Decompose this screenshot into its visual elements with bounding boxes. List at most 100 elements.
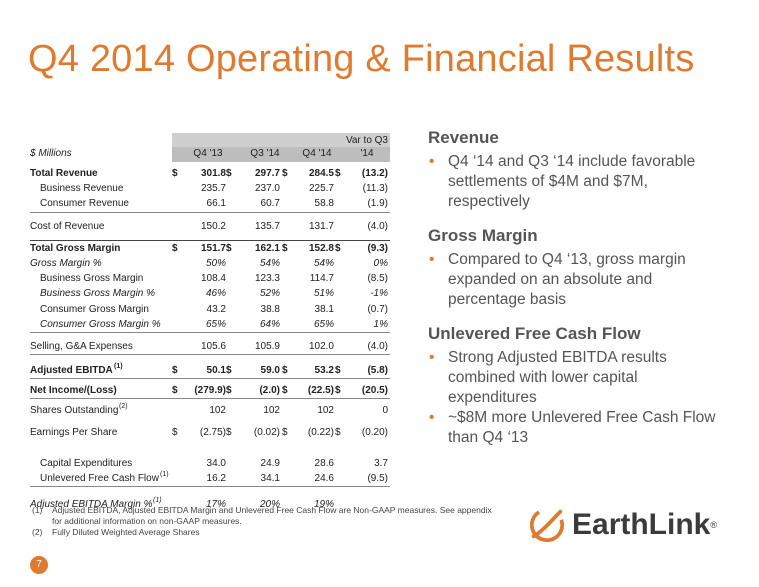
- row-value: 114.7: [309, 273, 334, 285]
- row-label: Capital Expenditures: [40, 457, 133, 469]
- bullet-item: • Q4 ‘14 and Q3 ‘14 include favorable set…: [429, 153, 696, 210]
- table-row: Adjusted EBITDA (1) 50.1 $59.0 $53.2 $ (5.8) $: [30, 363, 390, 380]
- row-label: Business Gross Margin %: [40, 288, 156, 300]
- page-number: 7: [30, 556, 48, 574]
- row-value: (13.2): [361, 168, 388, 179]
- table-row: Adjusted EBITDA Margin % (1) 17% 20% 19%: [30, 497, 390, 512]
- slide-title: Q4 2014 Operating & Financial Results: [28, 38, 695, 80]
- row-label: Consumer Revenue: [40, 198, 129, 210]
- row-value: 58.8: [314, 198, 334, 210]
- dollar-sign: $: [172, 365, 178, 377]
- dollar-sign: $: [226, 168, 232, 179]
- row-value: 50.1: [206, 365, 226, 377]
- row-value: (9.3): [367, 242, 388, 254]
- row-value: 34.1: [260, 473, 280, 484]
- footnote-2: (2) Fully Diluted Weighted Average Shares: [32, 527, 200, 537]
- dollar-sign: $: [172, 168, 178, 179]
- row-label: Total Gross Margin: [30, 242, 121, 254]
- dollar-sign: $: [335, 242, 341, 254]
- row-value: (0.22): [307, 426, 334, 438]
- dollar-sign: $: [335, 385, 341, 397]
- table-row: Consumer Revenue 66.1 60.7 58.8 (1.9): [30, 196, 390, 213]
- row-label: Consumer Gross Margin: [40, 303, 149, 315]
- table-row: Gross Margin % 50% 54% 54% 0%: [30, 256, 390, 271]
- row-value: (0.7): [367, 303, 388, 315]
- unit-label: $ Millions: [30, 148, 72, 159]
- row-value: (279.9): [194, 385, 226, 397]
- row-value: 28.6: [314, 457, 334, 469]
- row-value: (0.20): [361, 426, 388, 438]
- col-q4-14: Q4 '14: [302, 148, 332, 159]
- row-value: 65%: [205, 318, 226, 330]
- dollar-sign: $: [335, 365, 341, 377]
- row-label: Business Revenue: [40, 183, 124, 195]
- row-value: 17%: [205, 499, 226, 511]
- row-value: 46%: [205, 288, 226, 300]
- row-value: 135.7: [254, 220, 280, 232]
- bullet-icon: •: [429, 251, 435, 268]
- row-value: 3.7: [374, 457, 388, 469]
- footnotes: (1) Adjusted EBITDA, Adjusted EBITDA Marg…: [32, 505, 492, 538]
- section-heading-revenue: Revenue: [428, 128, 499, 147]
- row-label: Consumer Gross Margin %: [40, 318, 161, 330]
- col-var-line1: Var to Q3: [345, 135, 388, 146]
- dollar-sign: $: [282, 426, 288, 438]
- financial-table: $ Millions Q4 '13 Q3 '14 Q4 '14 Var to Q…: [30, 133, 390, 512]
- ufcf-bullets: • Strong Adjusted EBITDA results combined…: [428, 348, 728, 448]
- row-value: 108.4: [200, 273, 226, 285]
- table-row: Business Revenue 235.7 237.0 225.7 (11.3): [30, 181, 390, 196]
- row-value: (4.0): [367, 220, 388, 232]
- row-value: (5.8): [367, 365, 388, 377]
- row-value: 105.6: [200, 340, 226, 352]
- dollar-sign: $: [335, 426, 341, 438]
- row-value: (9.5): [367, 473, 388, 484]
- row-value: 297.7: [254, 168, 280, 179]
- dollar-sign: $: [282, 385, 288, 397]
- gross-margin-bullets: • Compared to Q4 ‘13, gross margin expand…: [428, 250, 728, 310]
- table-row: Cost of Revenue 150.2 135.7 131.7 (4.0): [30, 219, 390, 234]
- row-value: 50%: [205, 257, 226, 269]
- table-row: Unlevered Free Cash Flow (1) 16.2 34.1 24.6(…: [30, 471, 390, 488]
- dollar-sign: $: [226, 365, 232, 377]
- row-value: 38.1: [314, 303, 334, 315]
- table-row: Business Gross Margin % 46% 52% 51% -1%: [30, 286, 390, 301]
- footnote-1: (1) Adjusted EBITDA, Adjusted EBITDA Marg…: [32, 505, 492, 526]
- commentary-panel: Revenue • Q4 ‘14 and Q3 ‘14 include favor…: [428, 128, 728, 462]
- row-value: 102: [209, 405, 226, 417]
- row-value: (11.3): [362, 183, 388, 195]
- bullet-icon: •: [429, 349, 435, 366]
- row-value: 65%: [313, 318, 334, 330]
- dollar-sign: $: [282, 365, 288, 377]
- row-value: 102.0: [308, 340, 334, 352]
- dollar-sign: $: [282, 168, 288, 179]
- row-value: (22.5): [307, 385, 334, 397]
- row-value: 60.7: [260, 198, 280, 210]
- row-value: (8.5): [367, 273, 388, 285]
- table-row: Business Gross Margin 108.4 123.3 114.7 (8.5…: [30, 271, 390, 286]
- row-value: 284.5: [308, 168, 334, 179]
- row-value: 1%: [373, 318, 388, 330]
- dollar-sign: $: [226, 385, 232, 397]
- row-label: Earnings Per Share: [30, 426, 118, 438]
- row-value: 24.6: [314, 473, 334, 484]
- table-row: Earnings Per Share (2.75) $ (0.02) $ (0.22) $(…: [30, 425, 390, 440]
- table-row: Total Revenue 301.8 $297.7 $284.5 $ (13.2) $: [30, 166, 390, 181]
- row-value: 102: [263, 405, 280, 417]
- row-label: Gross Margin %: [30, 257, 102, 269]
- row-value: 54%: [313, 257, 334, 269]
- row-value: 59.0: [260, 365, 280, 377]
- row-label: Adjusted EBITDA: [30, 365, 113, 377]
- row-value: 53.2: [314, 365, 334, 377]
- table-row: Selling, G&A Expenses 105.6 105.9 102.0 (4.0…: [30, 339, 390, 356]
- row-value: 102: [317, 405, 334, 417]
- row-value: 235.7: [200, 183, 226, 195]
- bullet-item: • Compared to Q4 ‘13, gross margin expand…: [429, 251, 686, 308]
- bullet-item: • ~$8M more Unlevered Free Cash Flow than…: [429, 409, 716, 446]
- row-value: 54%: [259, 257, 280, 269]
- row-value: 34.0: [206, 457, 226, 469]
- dollar-sign: $: [172, 242, 178, 254]
- row-value: 150.2: [200, 220, 226, 232]
- row-value: (0.02): [253, 426, 280, 438]
- row-label: Business Gross Margin: [40, 273, 144, 285]
- row-value: 51%: [313, 288, 334, 300]
